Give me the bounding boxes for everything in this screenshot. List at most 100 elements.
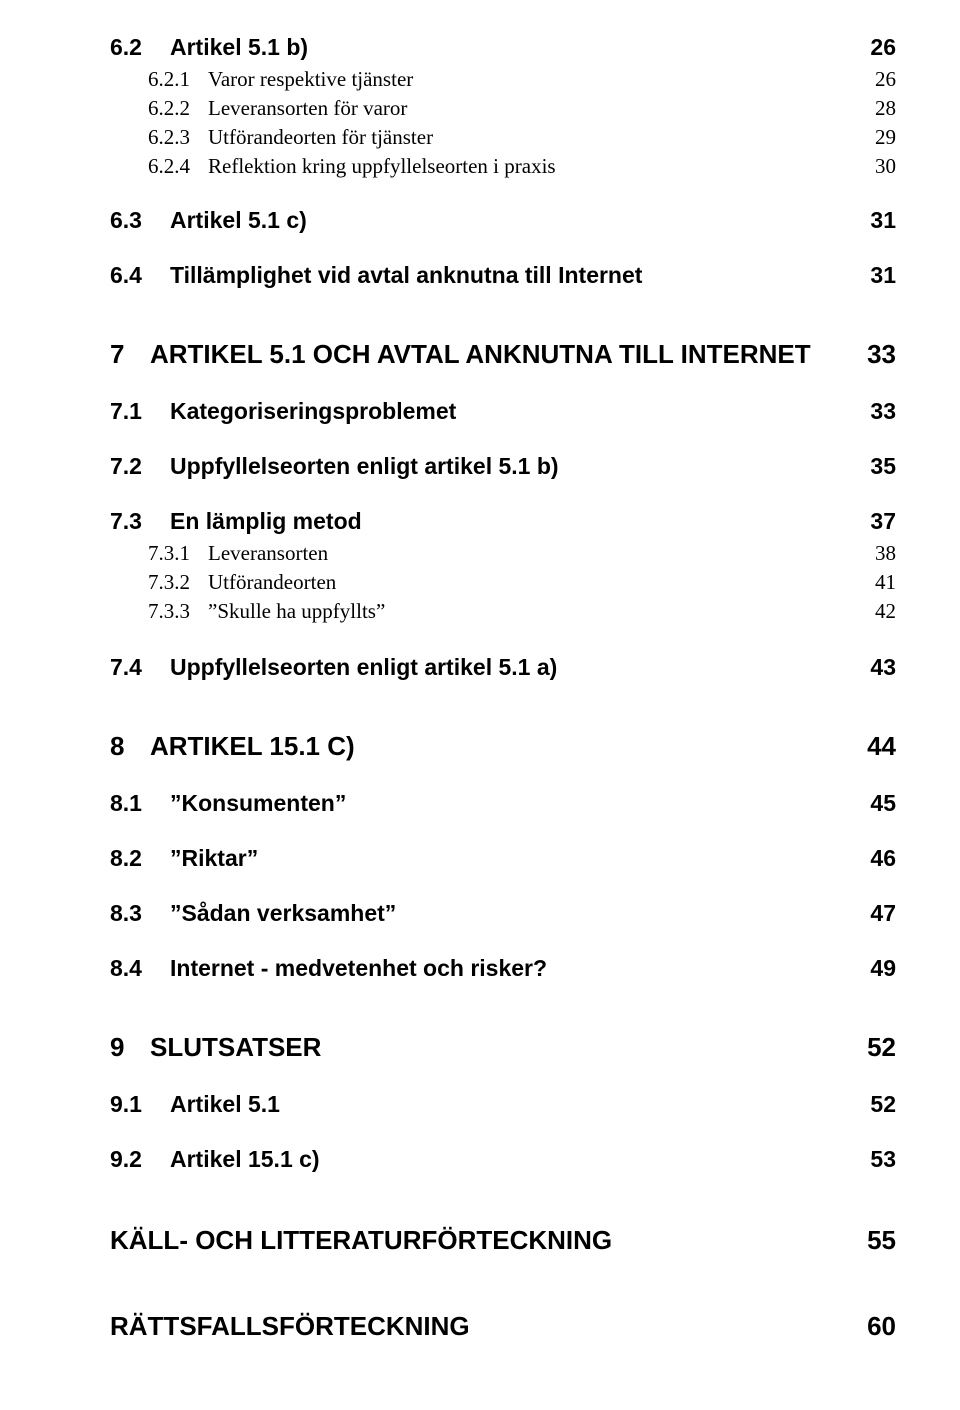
toc-entry: 7.2Uppfyllelseorten enligt artikel 5.1 b…: [110, 453, 896, 480]
toc-label: 7ARTIKEL 5.1 OCH AVTAL ANKNUTNA TILL INT…: [110, 339, 811, 370]
toc-entry: 7.3.2Utförandeorten 41: [110, 570, 896, 595]
toc-number: 6.4: [110, 262, 170, 289]
toc-entry: 8.3”Sådan verksamhet” 47: [110, 900, 896, 927]
toc-page: 35: [856, 453, 896, 480]
toc-label: 6.2Artikel 5.1 b): [110, 34, 308, 61]
toc-page: 47: [856, 900, 896, 927]
toc-page: 45: [856, 790, 896, 817]
toc-number: 6.2.3: [148, 125, 208, 150]
toc-number: 7.1: [110, 398, 170, 425]
toc-page: 44: [856, 731, 896, 762]
toc-page: 31: [856, 207, 896, 234]
toc-number: 8.4: [110, 955, 170, 982]
toc-number: 7.3: [110, 508, 170, 535]
toc-title: En lämplig metod: [170, 508, 362, 535]
toc-title: Artikel 5.1 b): [170, 34, 308, 61]
toc-entry: 9.2Artikel 15.1 c) 53: [110, 1146, 896, 1173]
toc-number: 9: [110, 1032, 150, 1063]
toc-entry: 7.3En lämplig metod37: [110, 508, 896, 535]
toc-title: ARTIKEL 5.1 OCH AVTAL ANKNUTNA TILL INTE…: [150, 339, 811, 370]
toc-title: Uppfyllelseorten enligt artikel 5.1 b): [170, 453, 559, 480]
toc-label: RÄTTSFALLSFÖRTECKNING: [110, 1311, 470, 1342]
toc-page: 42: [856, 599, 896, 624]
toc-entry: 6.2.4Reflektion kring uppfyllelseorten i…: [110, 154, 896, 179]
toc-entry: 7.1Kategoriseringsproblemet 33: [110, 398, 896, 425]
toc-entry: 9.1Artikel 5.1 52: [110, 1091, 896, 1118]
toc-number: 6.2.1: [148, 67, 208, 92]
toc-page: 30: [856, 154, 896, 179]
toc-title: ”Konsumenten”: [170, 790, 346, 817]
toc-page: 49: [856, 955, 896, 982]
toc-title: Tillämplighet vid avtal anknutna till In…: [170, 262, 642, 289]
toc-label: 7.2Uppfyllelseorten enligt artikel 5.1 b…: [110, 453, 559, 480]
toc-title: Artikel 5.1 c): [170, 207, 307, 234]
toc-title: Uppfyllelseorten enligt artikel 5.1 a): [170, 654, 557, 681]
toc-page: 29: [856, 125, 896, 150]
toc-page: 52: [856, 1091, 896, 1118]
toc-label: 8.1”Konsumenten”: [110, 790, 346, 817]
toc-title: ”Sådan verksamhet”: [170, 900, 396, 927]
toc-number: 6.2.4: [148, 154, 208, 179]
toc-entry: 6.3Artikel 5.1 c) 31: [110, 207, 896, 234]
toc-page: 41: [856, 570, 896, 595]
toc-entry: 6.2.1Varor respektive tjänster26: [110, 67, 896, 92]
toc-page: 38: [856, 541, 896, 566]
toc-page: 33: [856, 398, 896, 425]
toc-title: KÄLL- OCH LITTERATURFÖRTECKNING: [110, 1225, 612, 1256]
toc-entry: 6.2.3Utförandeorten för tjänster 29: [110, 125, 896, 150]
toc-entry: 6.2Artikel 5.1 b)26: [110, 34, 896, 61]
toc-page: 60: [856, 1311, 896, 1342]
toc-page: 26: [856, 67, 896, 92]
toc-label: 9SLUTSATSER: [110, 1032, 321, 1063]
toc-label: 8.2”Riktar”: [110, 845, 258, 872]
toc-label: 7.3.2Utförandeorten: [148, 570, 336, 595]
toc-label: KÄLL- OCH LITTERATURFÖRTECKNING: [110, 1225, 612, 1256]
toc-number: 7.3.1: [148, 541, 208, 566]
toc-label: 9.1Artikel 5.1: [110, 1091, 280, 1118]
toc-number: 6.2.2: [148, 96, 208, 121]
toc-label: 8ARTIKEL 15.1 C): [110, 731, 355, 762]
toc-number: 8.3: [110, 900, 170, 927]
toc-title: RÄTTSFALLSFÖRTECKNING: [110, 1311, 470, 1342]
toc-page: 28: [856, 96, 896, 121]
toc-label: 9.2Artikel 15.1 c): [110, 1146, 320, 1173]
toc-page: 53: [856, 1146, 896, 1173]
toc-label: 6.2.4Reflektion kring uppfyllelseorten i…: [148, 154, 556, 179]
toc-number: 9.1: [110, 1091, 170, 1118]
toc-title: Artikel 15.1 c): [170, 1146, 320, 1173]
toc-label: 8.3”Sådan verksamhet”: [110, 900, 396, 927]
toc-title: SLUTSATSER: [150, 1032, 321, 1063]
table-of-contents: 6.2Artikel 5.1 b)266.2.1Varor respektive…: [110, 34, 896, 1342]
toc-page: 55: [856, 1225, 896, 1256]
toc-entry: 7.3.3”Skulle ha uppfyllts” 42: [110, 599, 896, 624]
toc-number: 6.2: [110, 34, 170, 61]
toc-entry: 8.4Internet - medvetenhet och risker?49: [110, 955, 896, 982]
toc-number: 8.1: [110, 790, 170, 817]
toc-entry: 8.2”Riktar”46: [110, 845, 896, 872]
toc-title: ”Riktar”: [170, 845, 258, 872]
toc-page: 33: [856, 339, 896, 370]
toc-number: 7.3.2: [148, 570, 208, 595]
toc-number: 7.3.3: [148, 599, 208, 624]
toc-entry: 8ARTIKEL 15.1 C) 44: [110, 731, 896, 762]
toc-number: 8.2: [110, 845, 170, 872]
toc-title: Utförandeorten: [208, 570, 336, 594]
toc-number: 7.4: [110, 654, 170, 681]
toc-label: 7.1Kategoriseringsproblemet: [110, 398, 456, 425]
toc-title: Leveransorten: [208, 541, 328, 565]
toc-label: 7.3.3”Skulle ha uppfyllts”: [148, 599, 385, 624]
toc-title: Reflektion kring uppfyllelseorten i prax…: [208, 154, 556, 178]
toc-entry: 7.3.1Leveransorten 38: [110, 541, 896, 566]
toc-number: 8: [110, 731, 150, 762]
toc-label: 7.3En lämplig metod: [110, 508, 362, 535]
toc-number: 6.3: [110, 207, 170, 234]
toc-title: Kategoriseringsproblemet: [170, 398, 456, 425]
toc-entry: 7.4Uppfyllelseorten enligt artikel 5.1 a…: [110, 654, 896, 681]
toc-page: 43: [856, 654, 896, 681]
toc-label: 6.2.3Utförandeorten för tjänster: [148, 125, 433, 150]
toc-entry: 8.1”Konsumenten” 45: [110, 790, 896, 817]
toc-number: 7: [110, 339, 150, 370]
toc-title: ”Skulle ha uppfyllts”: [208, 599, 385, 623]
toc-label: 6.3Artikel 5.1 c): [110, 207, 307, 234]
toc-page: 52: [856, 1032, 896, 1063]
